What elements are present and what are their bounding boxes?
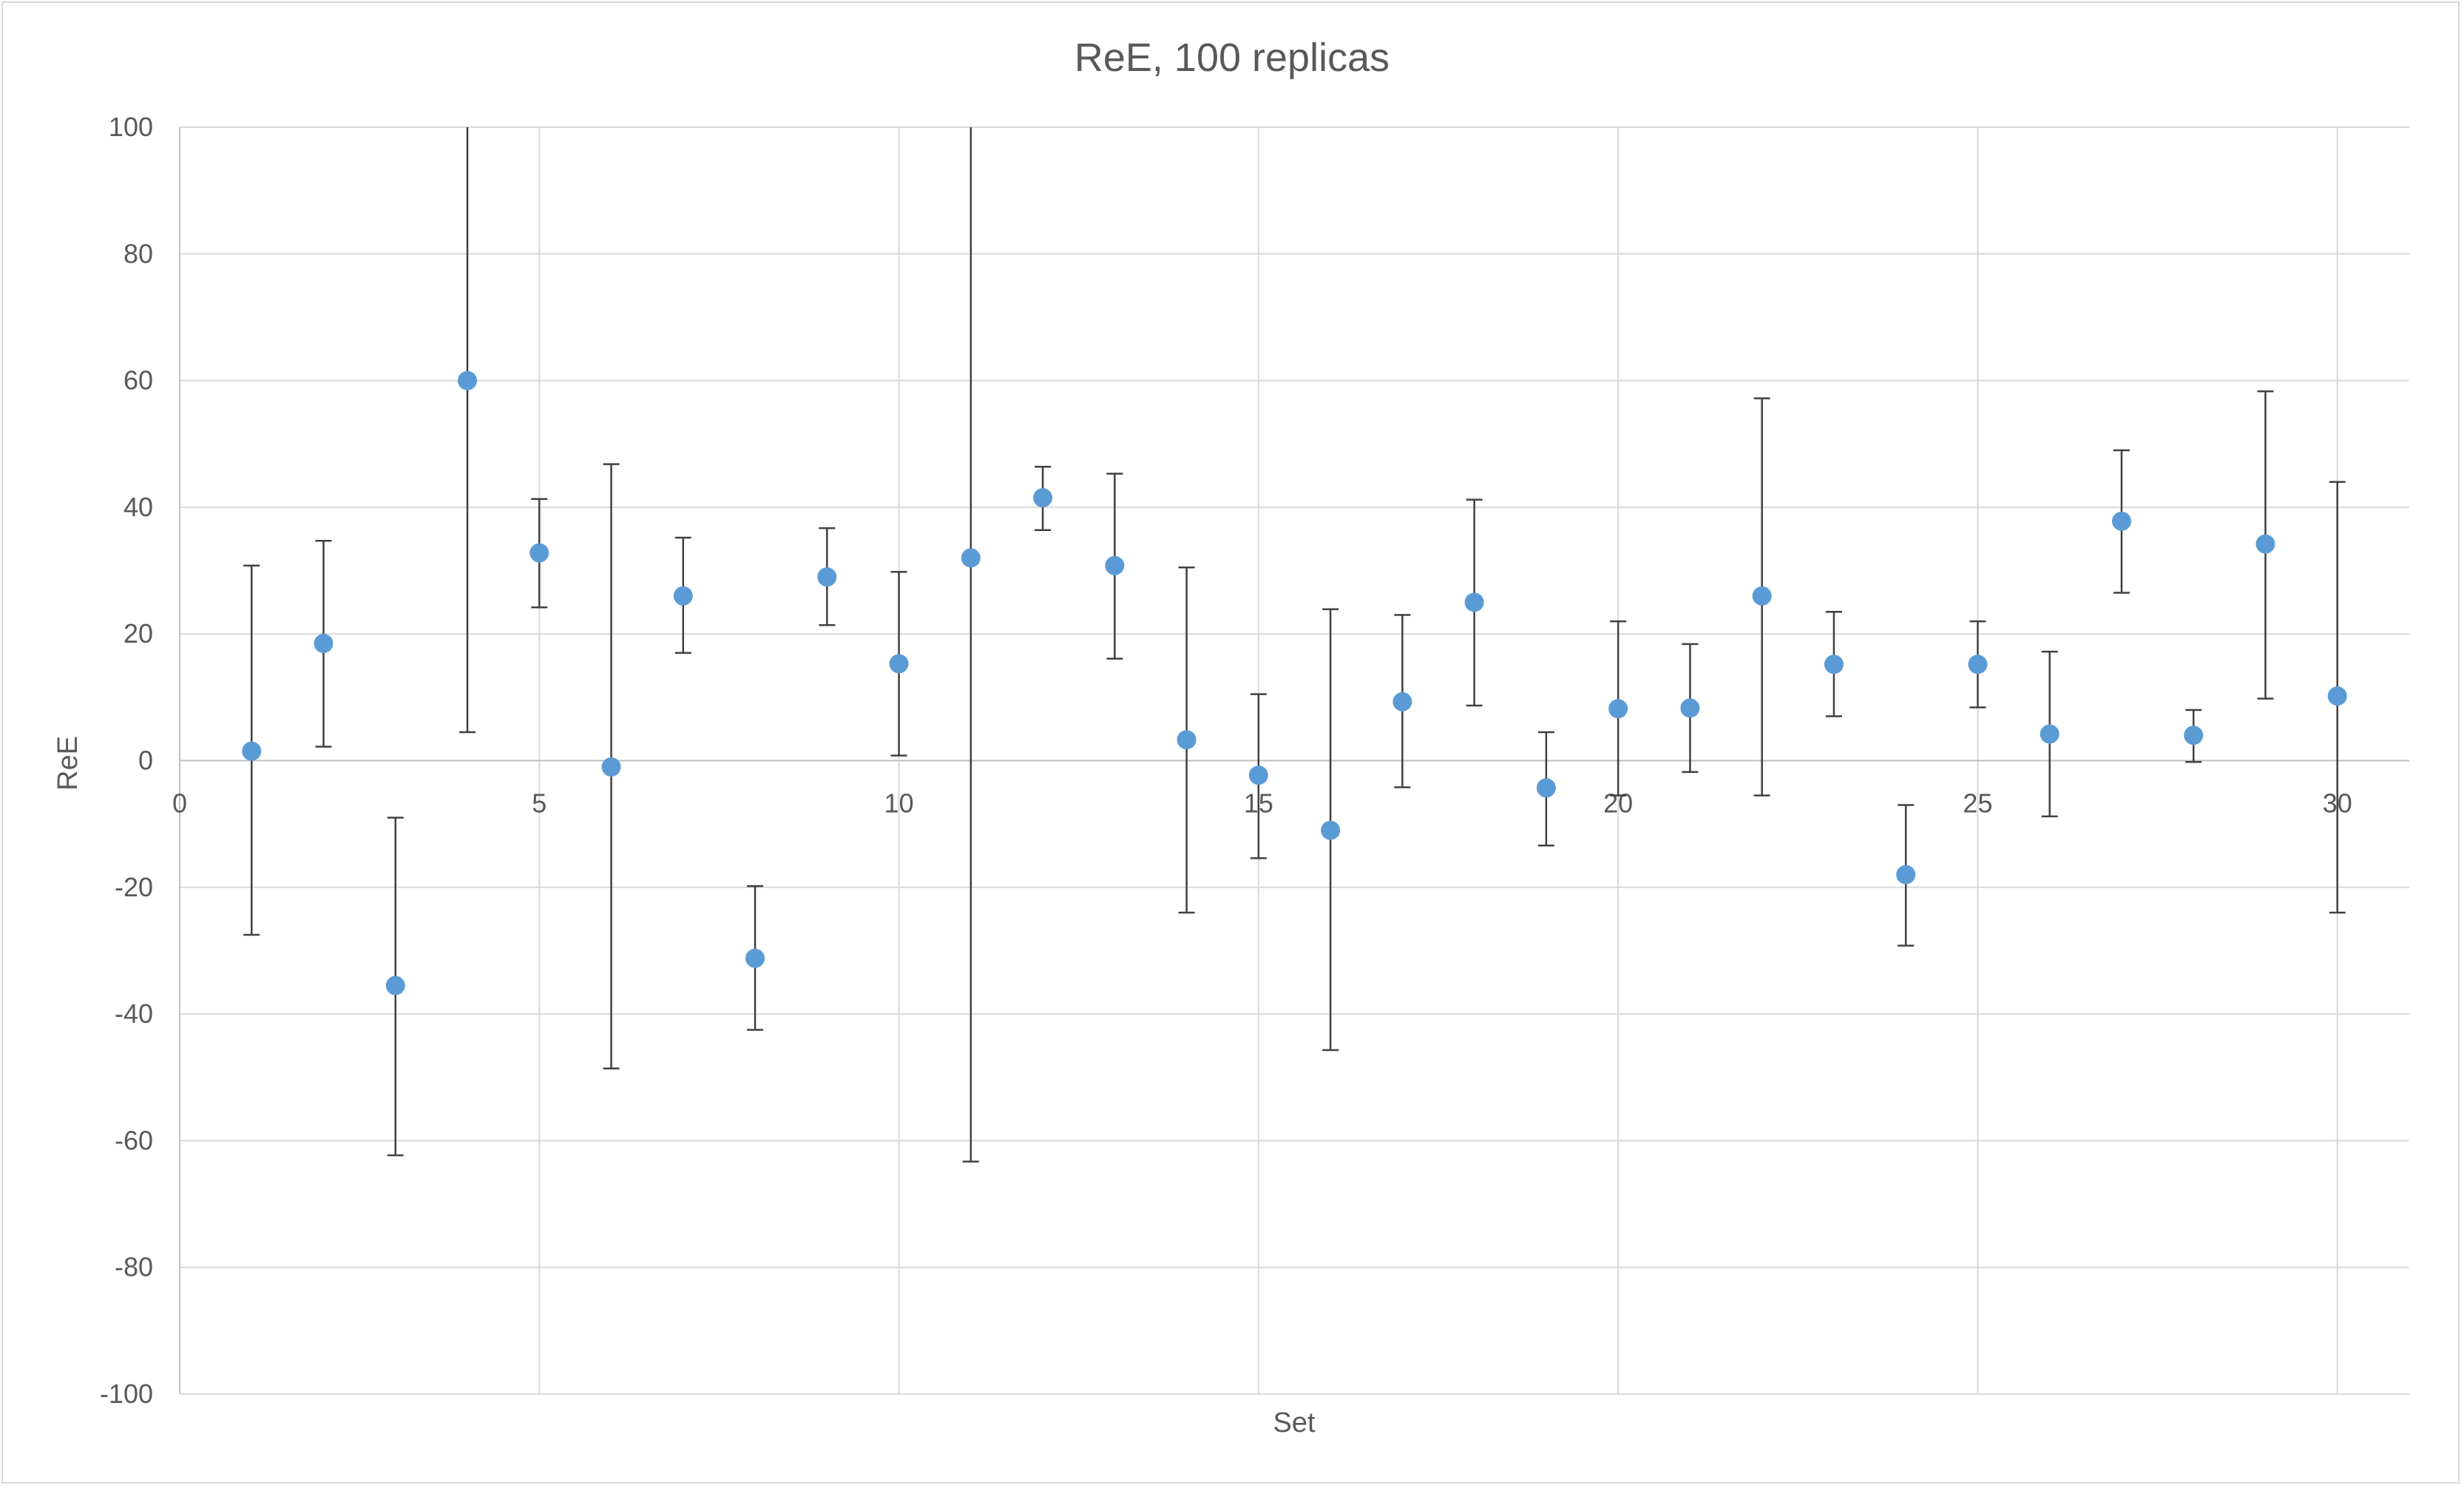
data-point xyxy=(1896,865,1916,885)
data-point xyxy=(2184,726,2204,745)
y-tick-label: -60 xyxy=(115,1125,153,1155)
y-axis-label: ReE xyxy=(53,736,84,791)
data-point xyxy=(1177,730,1197,750)
data-point xyxy=(1105,555,1125,575)
data-point xyxy=(2040,724,2059,744)
x-tick-label: 0 xyxy=(172,788,187,819)
y-tick-label: 100 xyxy=(109,112,153,142)
data-point xyxy=(1680,698,1700,718)
x-tick-label: 10 xyxy=(884,788,914,819)
x-tick-label: 25 xyxy=(1963,788,1992,819)
x-tick-label: 5 xyxy=(532,788,546,819)
data-point xyxy=(458,371,478,390)
data-point xyxy=(2111,511,2131,531)
y-tick-label: -20 xyxy=(115,872,153,902)
chart-title: ReE, 100 replicas xyxy=(1074,35,1390,80)
data-point xyxy=(2327,686,2347,706)
data-point xyxy=(242,741,262,761)
data-point xyxy=(1536,778,1556,798)
data-point xyxy=(1608,699,1628,719)
error-bars xyxy=(243,127,2346,1163)
data-point xyxy=(889,654,909,674)
y-tick-label: -100 xyxy=(100,1379,153,1409)
data-point xyxy=(2255,534,2275,554)
data-point xyxy=(817,567,837,587)
data-point xyxy=(314,634,334,654)
axes xyxy=(179,127,2409,1395)
y-tick-label: -80 xyxy=(115,1252,153,1282)
data-point xyxy=(601,757,621,777)
y-tick-label: 80 xyxy=(123,238,153,268)
data-point xyxy=(673,586,693,606)
y-tick-label: 40 xyxy=(123,492,153,522)
data-point xyxy=(1321,820,1341,840)
x-axis-label: Set xyxy=(1273,1407,1315,1438)
data-point xyxy=(1968,655,1988,674)
data-point xyxy=(745,948,765,968)
data-points xyxy=(242,371,2347,995)
data-point xyxy=(1464,592,1484,612)
data-point xyxy=(1033,488,1053,508)
data-point xyxy=(1248,765,1268,785)
y-tick-label: 60 xyxy=(123,365,153,396)
data-point xyxy=(1392,691,1412,711)
y-tick-label: 0 xyxy=(138,745,153,776)
data-point xyxy=(961,548,981,568)
data-point xyxy=(1752,586,1772,606)
y-tick-label: -40 xyxy=(115,998,153,1029)
data-point xyxy=(529,543,549,563)
data-point xyxy=(385,975,405,995)
y-tick-label: 20 xyxy=(123,618,153,649)
data-point xyxy=(1824,655,1844,674)
